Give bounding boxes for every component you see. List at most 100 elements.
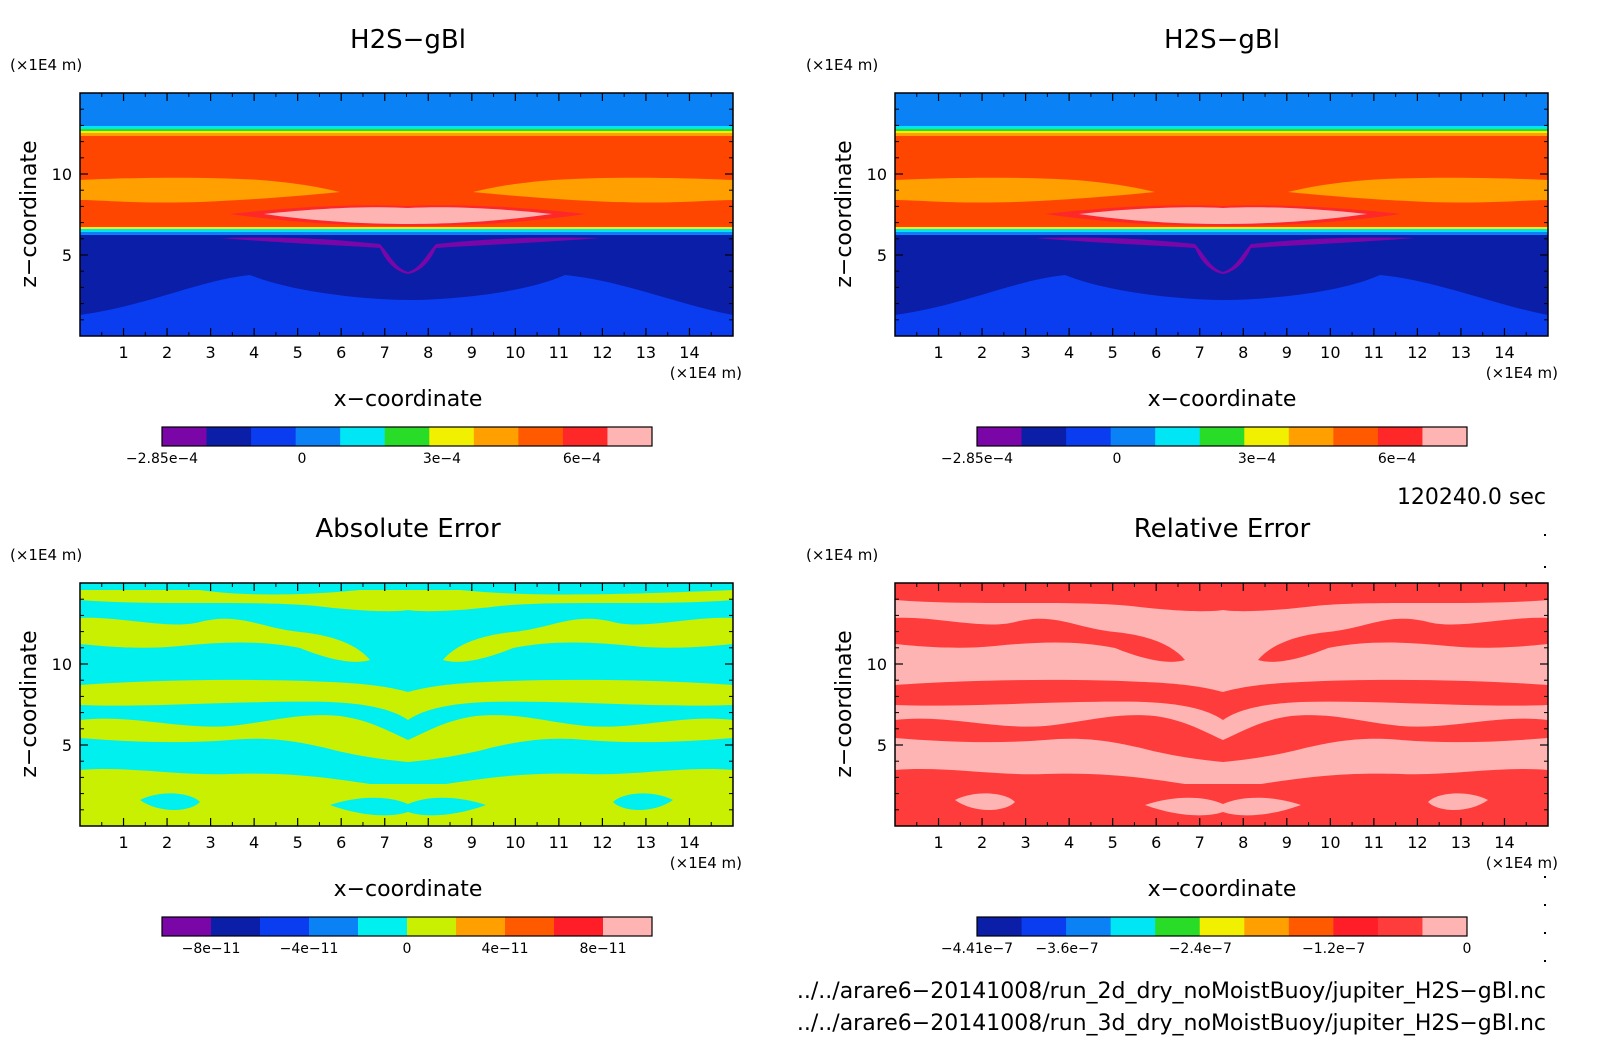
colorbar-swatch (1288, 427, 1334, 446)
x-tick-label: 4 (1064, 343, 1074, 362)
colorbar-swatch (260, 917, 310, 936)
colorbar-swatch (977, 427, 1023, 446)
x-tick-label: 12 (592, 343, 612, 362)
colorbar-swatch (554, 917, 604, 936)
x-axis-label: x−coordinate (1148, 877, 1297, 902)
colorbar-tick-label: 0 (403, 941, 412, 957)
x-tick-label: 1 (118, 833, 128, 852)
x-tick-label: 9 (467, 833, 477, 852)
colorbar-tick-label: −2.4e−7 (1169, 941, 1232, 957)
x-tick-label: 4 (249, 343, 259, 362)
x-tick-label: 2 (162, 343, 172, 362)
panel-title: Relative Error (1134, 514, 1311, 544)
colorbar-swatch (162, 917, 212, 936)
colorbar-swatch (1155, 917, 1201, 936)
x-tick-label: 10 (505, 343, 525, 362)
colorbar-tick-label: −1.2e−7 (1302, 941, 1365, 957)
x-unit-label: (×1E4 m) (670, 364, 742, 382)
colorbar: −2.85e−4 0 3e−4 6e−4 (126, 426, 653, 467)
y-unit-label: (×1E4 m) (806, 546, 878, 564)
dot-mark (1544, 904, 1546, 906)
y-axis-label: z−coordinate (832, 630, 857, 777)
colorbar: −4.41e−7 −3.6e−7 −2.4e−7 −1.2e−7 0 (941, 916, 1472, 957)
panel-h2s-right: H2S−gBl (×1E4 m) 1 2 3 4 5 6 7 8 9 10 11 12 13 14510 … (806, 25, 1558, 467)
colorbar-swatch (206, 427, 252, 446)
colorbar-swatch (1199, 427, 1245, 446)
panel-title: Absolute Error (315, 514, 501, 544)
colorbar-swatch (977, 917, 1023, 936)
colorbar-swatch (1066, 427, 1112, 446)
x-tick-label: 8 (423, 343, 433, 362)
x-tick-label: 9 (467, 343, 477, 362)
colorbar-tick-label: −2.85e−4 (941, 451, 1013, 467)
file-path-2: ../../arare6−20141008/run_3d_dry_noMoist… (797, 1011, 1546, 1036)
colorbar: −8e−11 −4e−11 0 4e−11 8e−11 (161, 916, 653, 957)
x-tick-label: 7 (380, 833, 390, 852)
colorbar-frame (976, 426, 1468, 447)
panel-title: H2S−gBl (350, 25, 466, 55)
colorbar-swatch (1199, 917, 1245, 936)
x-unit-label: (×1E4 m) (1486, 364, 1558, 382)
colorbar-swatch (358, 917, 408, 936)
x-tick-label: 7 (380, 343, 390, 362)
x-tick-label: 5 (293, 343, 303, 362)
colorbar-frame (161, 426, 653, 447)
colorbar-tick-label: 0 (1463, 941, 1472, 957)
colorbar-tick-label: −4.41e−7 (941, 941, 1013, 957)
colorbar-tick-label: 0 (1113, 451, 1122, 467)
x-tick-label: 5 (1108, 343, 1118, 362)
colorbar-swatch (1066, 917, 1112, 936)
y-axis-label: z−coordinate (17, 630, 42, 777)
x-axis-label: x−coordinate (1148, 387, 1297, 412)
x-tick-label: 12 (1407, 833, 1427, 852)
heatmap-field (895, 93, 1548, 336)
x-axis-label: x−coordinate (334, 387, 483, 412)
x-tick-label: 5 (1108, 833, 1118, 852)
panel-relative-error: Relative Error (×1E4 m) 1 2 3 4 5 6 7 8 9 10 11 12 1… (806, 514, 1558, 957)
colorbar-tick-label: 3e−4 (1238, 451, 1276, 467)
x-tick-label: 8 (1238, 343, 1248, 362)
colorbar-swatch (1155, 427, 1201, 446)
x-tick-label: 1 (933, 343, 943, 362)
x-tick-label: 2 (977, 833, 987, 852)
heatmap-field (80, 583, 733, 826)
x-tick-label: 2 (977, 343, 987, 362)
x-tick-label: 13 (636, 833, 656, 852)
dot-marks (1544, 534, 1546, 962)
y-tick-label: 5 (62, 736, 72, 755)
colorbar-swatch (162, 427, 208, 446)
x-tick-label: 6 (1151, 343, 1161, 362)
x-tick-label: 11 (549, 343, 569, 362)
y-axis-label: z−coordinate (17, 140, 42, 287)
x-tick-label: 11 (1364, 343, 1384, 362)
x-tick-label: 10 (1320, 343, 1340, 362)
colorbar-tick-label: 4e−11 (481, 941, 528, 957)
x-tick-label: 14 (679, 343, 699, 362)
colorbar-swatch (251, 427, 297, 446)
heatmap-field (80, 93, 733, 336)
x-tick-label: 12 (1407, 343, 1427, 362)
colorbar-swatch (1377, 917, 1423, 936)
y-tick-label: 5 (62, 246, 72, 265)
colorbar-swatch (1021, 427, 1067, 446)
x-tick-label: 10 (505, 833, 525, 852)
colorbar: −2.85e−4 0 3e−4 6e−4 (941, 426, 1468, 467)
panel-title: H2S−gBl (1164, 25, 1280, 55)
x-tick-label: 14 (679, 833, 699, 852)
x-tick-label: 6 (1151, 833, 1161, 852)
y-unit-label: (×1E4 m) (806, 56, 878, 74)
colorbar-tick-label: −3.6e−7 (1035, 941, 1098, 957)
y-tick-label: 5 (877, 246, 887, 265)
colorbar-swatch (295, 427, 341, 446)
x-tick-label: 14 (1494, 833, 1514, 852)
x-tick-label: 9 (1282, 833, 1292, 852)
x-tick-label: 5 (293, 833, 303, 852)
colorbar-swatch (1377, 427, 1423, 446)
y-tick-label: 10 (867, 655, 887, 674)
colorbar-tick-label: −4e−11 (280, 941, 339, 957)
colorbar-swatch (1021, 917, 1067, 936)
x-tick-label: 3 (1021, 833, 1031, 852)
